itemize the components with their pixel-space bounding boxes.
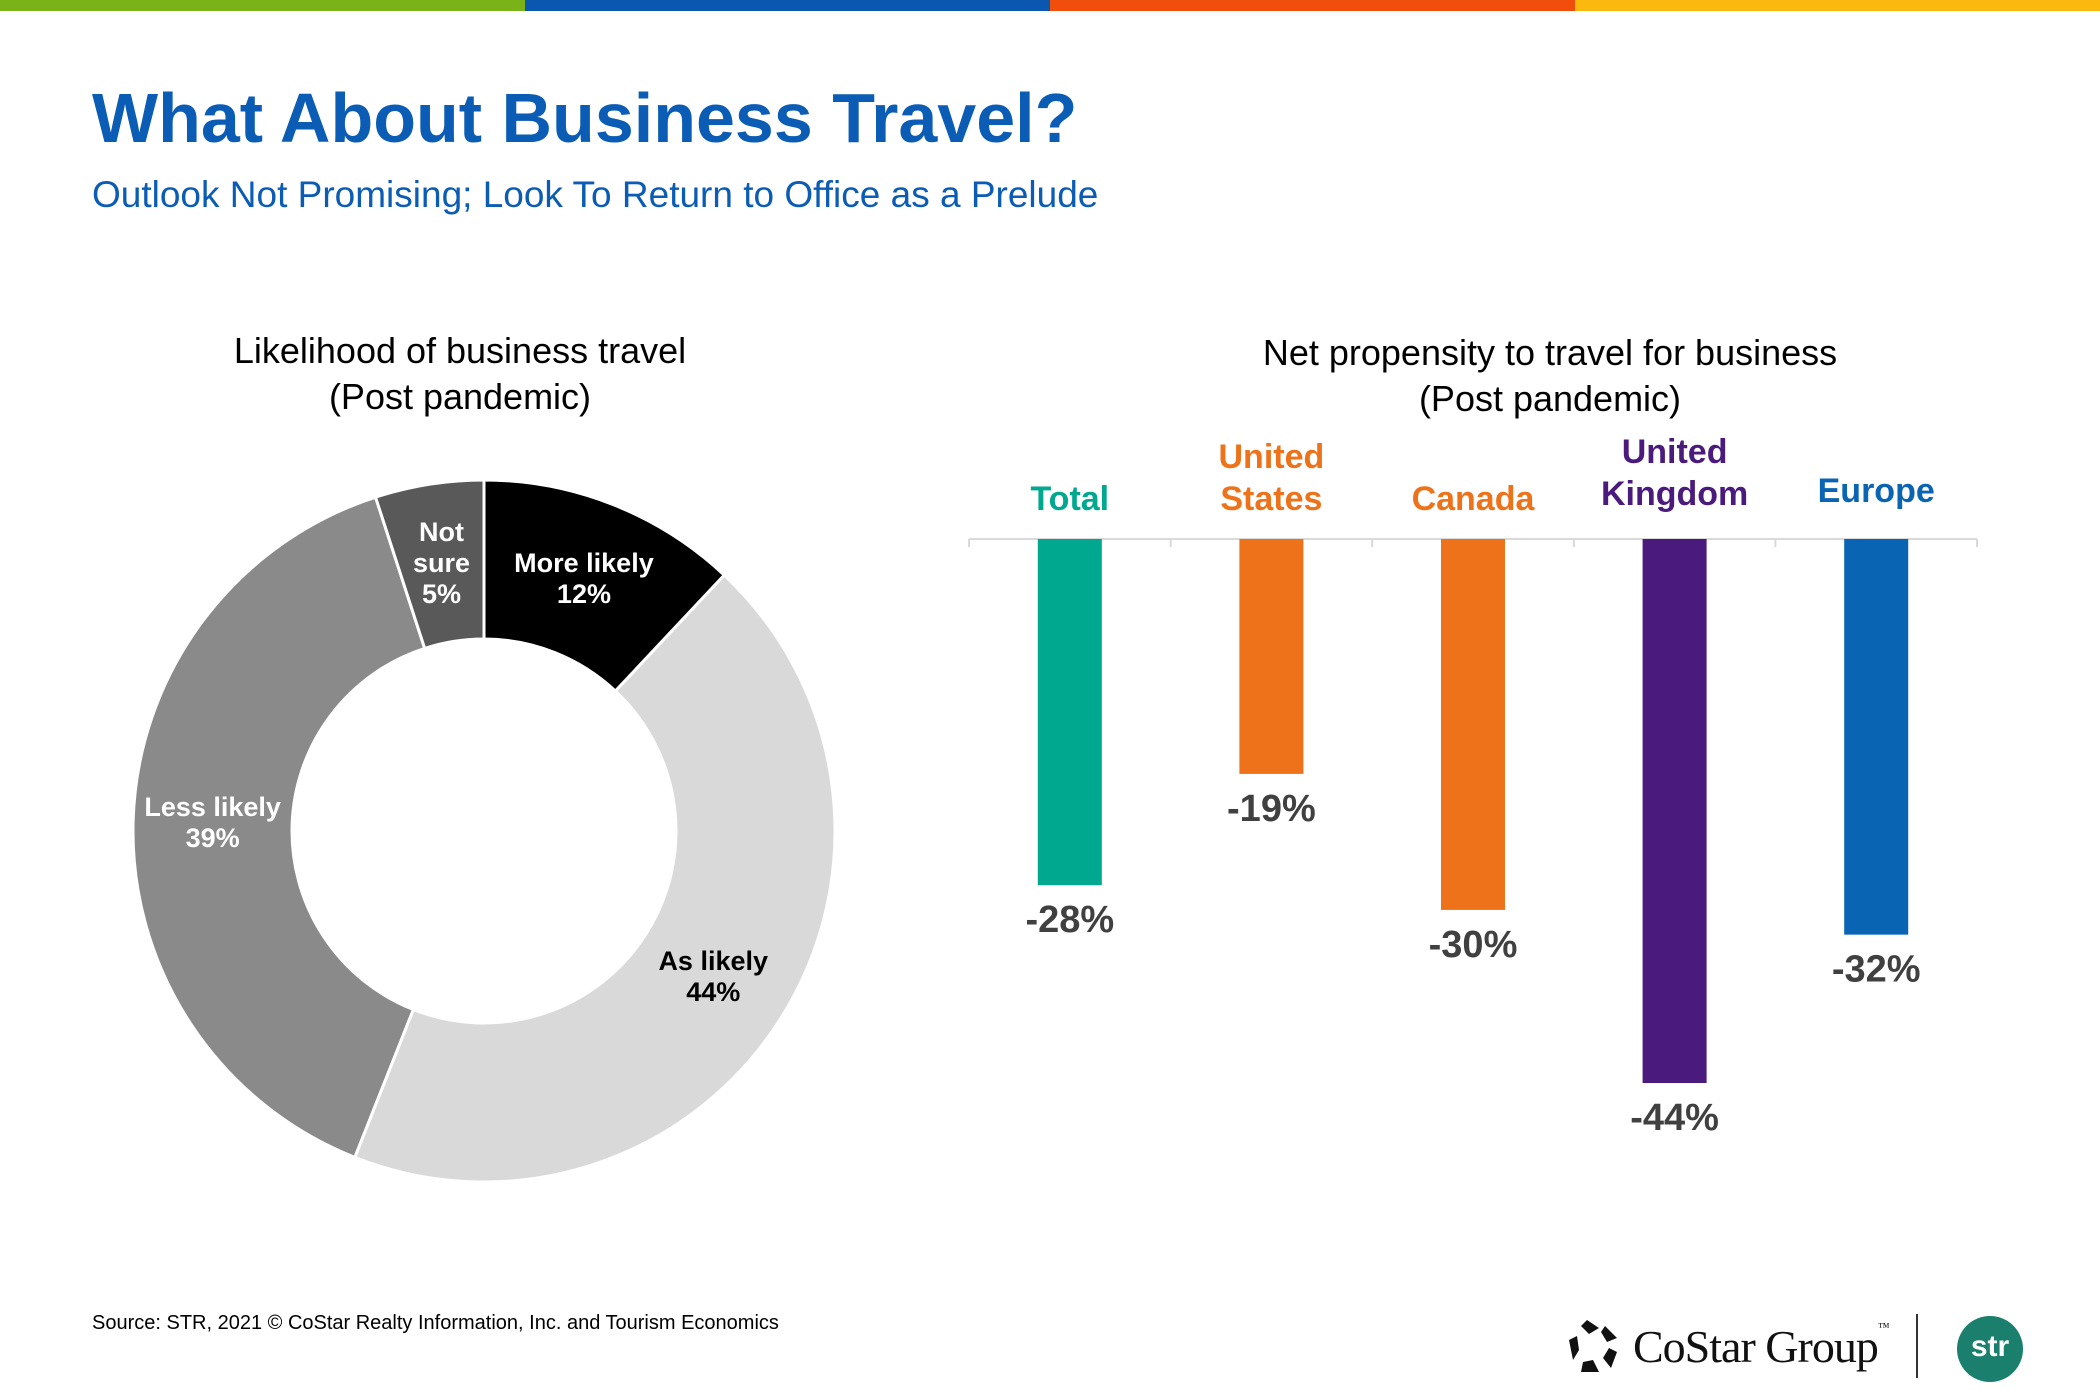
bar-title-line: Net propensity to travel for business [1262, 332, 1838, 373]
costar-logo: CoStar Group™ [1565, 1318, 1890, 1374]
bar-value-label: -32% [1832, 949, 1921, 991]
donut-slice-less-likely [131, 495, 427, 1160]
source-note: Source: STR, 2021 © CoStar Realty Inform… [92, 1312, 779, 1334]
bar [1844, 539, 1909, 935]
bar-segment-orange [1050, 0, 1575, 11]
costar-wordmark: CoStar Group™ [1633, 1319, 1890, 1372]
bar-chart-title: Net propensity to travel for business (P… [1150, 330, 1950, 422]
donut-label: Less likely 39% [144, 792, 281, 853]
top-color-bar [0, 0, 2100, 11]
donut-label: Not sure 5% [413, 517, 470, 609]
bar-category-label: United Kingdom [1601, 433, 1748, 513]
bar-category-label: Total [1030, 480, 1109, 518]
bar [1037, 539, 1102, 886]
bar-value-label: -28% [1025, 899, 1114, 941]
page-subtitle: Outlook Not Promising; Look To Return to… [92, 174, 1099, 215]
str-logo: str [1957, 1316, 2023, 1382]
donut-label: More likely 12% [514, 548, 654, 609]
bar-title-line: (Post pandemic) [1418, 378, 1682, 419]
bar [1642, 539, 1707, 1083]
bar [1239, 539, 1304, 774]
bar [1441, 539, 1505, 910]
page-title: What About Business Travel? [92, 79, 1078, 157]
costar-star-icon [1569, 1320, 1617, 1372]
donut-slice-not-sure [373, 478, 486, 651]
donut-chart-title: Likelihood of business travel (Post pand… [60, 328, 860, 420]
donut-label: As likely 44% [658, 946, 768, 1007]
bar-value-label: -44% [1630, 1097, 1719, 1139]
bar-category-label: Europe [1818, 472, 1935, 510]
logo-divider [1916, 1314, 1918, 1378]
bar-segment-blue [525, 0, 1050, 11]
donut-title-line: (Post pandemic) [328, 376, 592, 417]
bar-value-label: -30% [1429, 924, 1518, 966]
bar-segment-green [0, 0, 525, 11]
bar-segment-yellow [1575, 0, 2100, 11]
bar-category-label: Canada [1412, 480, 1536, 518]
bar-category-label: United States [1219, 438, 1325, 518]
donut-title-line: Likelihood of business travel [233, 330, 687, 371]
donut-slice-as-likely [352, 573, 837, 1184]
bar-value-label: -19% [1227, 788, 1316, 830]
